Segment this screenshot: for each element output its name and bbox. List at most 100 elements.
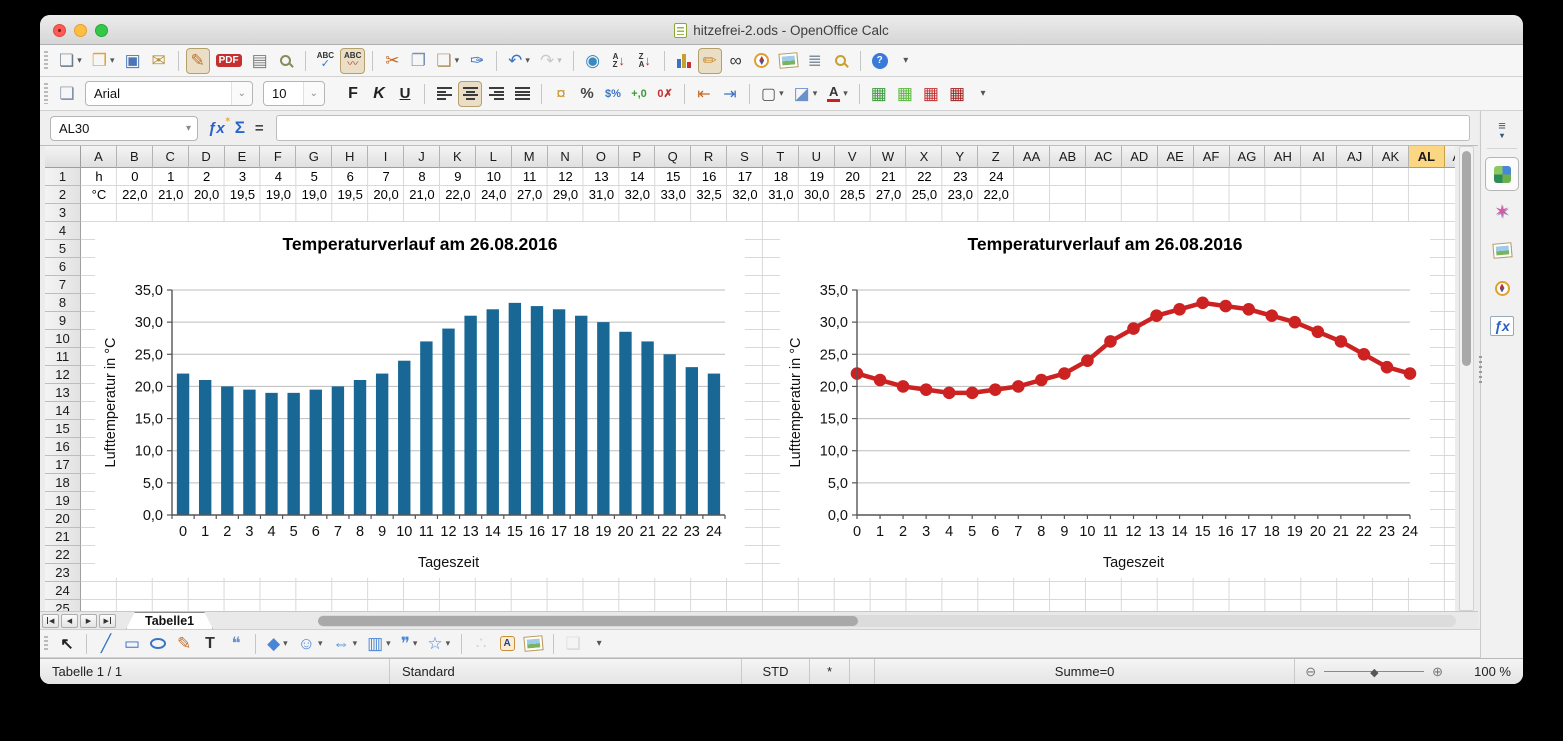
select-all-corner[interactable]: [45, 146, 81, 168]
row-header-8[interactable]: 8: [45, 294, 81, 312]
callouts-button[interactable]: ❞ ▾: [397, 631, 422, 657]
column-header-N[interactable]: N: [547, 146, 584, 168]
column-header-AK[interactable]: AK: [1373, 146, 1409, 168]
cell-C1[interactable]: 1: [167, 169, 175, 184]
row-header-19[interactable]: 19: [45, 492, 81, 510]
cell-T1[interactable]: 18: [773, 169, 789, 184]
delete-decimal-button[interactable]: 0✗: [653, 81, 677, 107]
chevron-down-icon[interactable]: ⌄: [302, 82, 324, 105]
row-header-2[interactable]: 2: [45, 186, 81, 204]
maximize-button[interactable]: [95, 24, 108, 37]
row-header-6[interactable]: 6: [45, 258, 81, 276]
font-size-combo[interactable]: 10 ⌄: [263, 81, 325, 106]
cell-A1[interactable]: h: [95, 169, 103, 184]
find-replace-button[interactable]: ∞: [724, 48, 748, 74]
vertical-scrollbar[interactable]: [1459, 146, 1474, 611]
cell-U1[interactable]: 19: [809, 169, 824, 184]
percent-format-button[interactable]: %: [575, 81, 599, 107]
cell-R2[interactable]: 32,5: [696, 187, 722, 202]
flowchart-button[interactable]: ▥ ▾: [363, 631, 395, 657]
row-header-16[interactable]: 16: [45, 438, 81, 456]
column-header-AH[interactable]: AH: [1265, 146, 1302, 168]
cell-P1[interactable]: 14: [630, 169, 645, 184]
column-header-Z[interactable]: Z: [978, 146, 1015, 168]
cell-M2[interactable]: 27,0: [516, 187, 543, 202]
cell-G1[interactable]: 5: [310, 169, 318, 184]
row-header-20[interactable]: 20: [45, 510, 81, 528]
block-arrows-button[interactable]: ⇔ ▾: [329, 631, 362, 657]
sidebar-menu-button[interactable]: ≡ ▾: [1498, 119, 1506, 140]
cell-T2[interactable]: 31,0: [768, 187, 794, 202]
column-header-F[interactable]: F: [260, 146, 297, 168]
column-header-V[interactable]: V: [834, 146, 871, 168]
column-header-AA[interactable]: AA: [1014, 146, 1051, 168]
cell-O2[interactable]: 31,0: [588, 187, 615, 202]
save-button[interactable]: ▣: [121, 48, 145, 74]
cell-U2[interactable]: 30,0: [804, 187, 830, 202]
column-header-AB[interactable]: AB: [1050, 146, 1086, 168]
dropdown-caret-icon[interactable]: ▾: [77, 55, 82, 65]
column-header-H[interactable]: H: [332, 146, 369, 168]
cell-E1[interactable]: 3: [238, 169, 247, 184]
dropdown-caret-icon[interactable]: ▾: [843, 88, 848, 98]
edit-points-button[interactable]: ∴: [469, 631, 493, 657]
zoom-in-icon[interactable]: ⊕: [1432, 663, 1443, 679]
copy-button[interactable]: ❐: [406, 48, 430, 74]
insert-row-button[interactable]: ▦: [867, 81, 891, 107]
cell-Q1[interactable]: 15: [665, 169, 681, 184]
freeform-button[interactable]: ✎: [172, 631, 196, 657]
cut-button[interactable]: ✂: [380, 48, 404, 74]
column-header-AE[interactable]: AE: [1157, 146, 1194, 168]
sidebar-splitter[interactable]: [1479, 356, 1482, 386]
delete-column-button[interactable]: ▦: [945, 81, 969, 107]
column-header-L[interactable]: L: [475, 146, 512, 168]
cell-Y2[interactable]: 23,0: [947, 187, 973, 202]
spellcheck-button[interactable]: ABC ✓: [313, 48, 338, 74]
toolbar-overflow-button[interactable]: ▾: [894, 48, 918, 74]
cell-J1[interactable]: 8: [418, 169, 426, 184]
cell-K1[interactable]: 9: [454, 169, 462, 184]
row-header-11[interactable]: 11: [45, 348, 81, 366]
column-header-AJ[interactable]: AJ: [1337, 146, 1374, 168]
cell-H2[interactable]: 19,5: [337, 187, 363, 202]
cell-Z1[interactable]: 24: [988, 169, 1004, 184]
paste-button[interactable]: ❑ ▾: [432, 48, 463, 74]
sidebar-styles-button[interactable]: ✶: [1485, 195, 1519, 229]
row-header-21[interactable]: 21: [45, 528, 81, 546]
cell-N2[interactable]: 29,0: [552, 187, 579, 202]
cell-X2[interactable]: 25,0: [911, 187, 938, 202]
toolbar-overflow-button[interactable]: ▾: [971, 81, 995, 107]
row-header-10[interactable]: 10: [45, 330, 81, 348]
cell-D2[interactable]: 20,0: [193, 187, 220, 202]
dropdown-caret-icon[interactable]: ▾: [812, 88, 818, 98]
row-header-5[interactable]: 5: [45, 240, 81, 258]
cell-N1[interactable]: 12: [558, 169, 573, 184]
align-right-button[interactable]: [484, 81, 508, 107]
help-button[interactable]: ?: [868, 48, 892, 74]
row-header-25[interactable]: 25: [45, 600, 81, 611]
column-header-Q[interactable]: Q: [655, 146, 692, 168]
print-preview-button[interactable]: [274, 48, 298, 74]
cell-K2[interactable]: 22,0: [445, 187, 471, 202]
sum-icon[interactable]: Σ: [234, 118, 245, 137]
data-sources-button[interactable]: ≣: [803, 48, 827, 74]
sidebar-functions-button[interactable]: ƒx: [1485, 309, 1519, 343]
dropdown-caret-icon[interactable]: ▾: [386, 638, 391, 648]
cell-Q2[interactable]: 33,0: [660, 187, 686, 202]
underline-button[interactable]: U: [393, 81, 417, 107]
background-color-button[interactable]: ◪ ▾: [790, 81, 822, 107]
column-header-A[interactable]: A: [81, 146, 117, 168]
print-button[interactable]: ▤: [248, 48, 272, 74]
selection-mode-indicator[interactable]: STD: [742, 659, 810, 684]
row-header-23[interactable]: 23: [45, 564, 81, 582]
dropdown-caret-icon[interactable]: ▾: [779, 88, 784, 98]
sidebar-properties-button[interactable]: [1485, 157, 1519, 191]
row-header-12[interactable]: 12: [45, 366, 81, 384]
row-header-3[interactable]: 3: [45, 204, 81, 222]
line-chart-object[interactable]: 0,0 5,0 10,0 15,0 20,0 25,0 30,0 35,0 0 1 2 3 4 5 6 7 8 9…: [780, 222, 1430, 578]
cell-I1[interactable]: 7: [382, 169, 390, 184]
line-button[interactable]: ╱: [94, 631, 118, 657]
column-header-R[interactable]: R: [691, 146, 728, 168]
cell-O1[interactable]: 13: [594, 169, 609, 184]
new-document-button[interactable]: ❏ ▾: [55, 48, 86, 74]
